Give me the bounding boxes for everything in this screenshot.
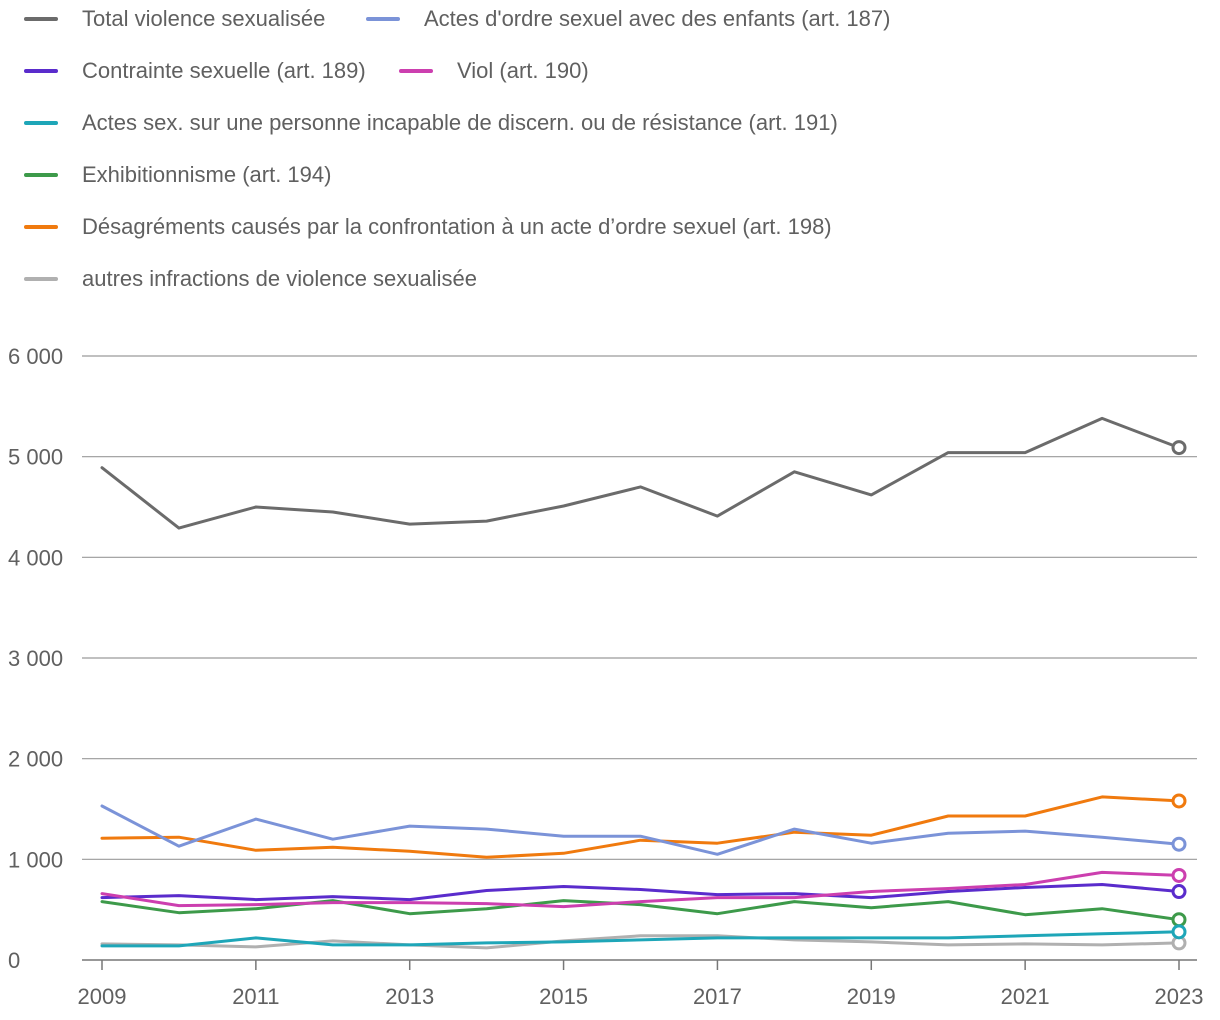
legend-swatch-art190 [399, 69, 433, 73]
series-line-4[interactable] [100, 930, 1181, 948]
legend-item-art191[interactable]: Actes sex. sur une personne incapable de… [24, 110, 838, 136]
series-line-1[interactable] [100, 804, 1181, 856]
series-end-marker-1[interactable] [1171, 836, 1187, 852]
y-tick-label: 6 000 [8, 344, 63, 369]
series-line-3[interactable] [100, 870, 1181, 909]
legend-swatch-art194 [24, 173, 58, 177]
x-tick-label: 2023 [1155, 984, 1204, 1009]
end-markers [1171, 440, 1187, 951]
gridlines [82, 355, 1197, 961]
series-line-7[interactable] [100, 934, 1181, 950]
series-end-marker-4[interactable] [1171, 924, 1187, 940]
legend: Total violence sexualisée Actes d'ordre … [0, 0, 1220, 300]
legend-label-art190: Viol (art. 190) [457, 58, 589, 83]
legend-item-art187[interactable]: Actes d'ordre sexuel avec des enfants (a… [366, 6, 890, 32]
y-tick-label: 1 000 [8, 847, 63, 872]
series-end-marker-2[interactable] [1171, 884, 1187, 900]
legend-item-autres[interactable]: autres infractions de violence sexualisé… [24, 266, 477, 292]
legend-item-art189[interactable]: Contrainte sexuelle (art. 189) [24, 58, 366, 84]
x-axis: 2009 2011 2013 2015 2017 2019 2021 2023 [78, 960, 1204, 1009]
y-tick-label: 4 000 [8, 545, 63, 570]
series-end-marker-0[interactable] [1171, 440, 1187, 456]
legend-swatch-art191 [24, 121, 58, 125]
x-tick-label: 2015 [539, 984, 588, 1009]
legend-label-autres: autres infractions de violence sexualisé… [82, 266, 478, 291]
legend-swatch-art189 [24, 69, 58, 73]
series-end-marker-6[interactable] [1171, 793, 1187, 809]
legend-item-art198[interactable]: Désagréments causés par la confrontation… [24, 214, 832, 240]
legend-swatch-autres [24, 277, 58, 281]
series-line-5[interactable] [100, 899, 1181, 922]
y-axis: 0 1 000 2 000 3 000 4 000 5 000 6 000 [8, 344, 63, 973]
legend-swatch-total [24, 17, 58, 21]
y-tick-label: 0 [8, 948, 20, 973]
x-tick-label: 2017 [693, 984, 742, 1009]
legend-item-art190[interactable]: Viol (art. 190) [399, 58, 589, 84]
x-tick-label: 2009 [78, 984, 127, 1009]
x-tick-label: 2011 [232, 984, 279, 1009]
series-end-marker-5[interactable] [1171, 912, 1187, 928]
legend-label-art191: Actes sex. sur une personne incapable de… [82, 110, 838, 135]
legend-label-art189: Contrainte sexuelle (art. 189) [82, 58, 366, 83]
x-tick-label: 2019 [847, 984, 896, 1009]
series-lines [100, 416, 1181, 950]
legend-swatch-art198 [24, 225, 58, 229]
legend-label-art198: Désagréments causés par la confrontation… [82, 214, 832, 239]
legend-label-art187: Actes d'ordre sexuel avec des enfants (a… [424, 6, 891, 31]
legend-item-total[interactable]: Total violence sexualisée [24, 6, 325, 32]
series-line-2[interactable] [100, 883, 1181, 902]
legend-swatch-art187 [366, 17, 400, 21]
legend-label-total: Total violence sexualisée [82, 6, 326, 31]
y-tick-label: 2 000 [8, 747, 63, 772]
x-tick-label: 2013 [385, 984, 434, 1009]
legend-item-art194[interactable]: Exhibitionnisme (art. 194) [24, 162, 331, 188]
y-tick-label: 3 000 [8, 646, 63, 671]
series-line-0[interactable] [100, 416, 1181, 530]
series-line-6[interactable] [100, 795, 1181, 859]
legend-label-art194: Exhibitionnisme (art. 194) [82, 162, 332, 187]
y-tick-label: 5 000 [8, 445, 63, 470]
x-tick-label: 2021 [1001, 984, 1050, 1009]
series-end-marker-3[interactable] [1171, 867, 1187, 883]
